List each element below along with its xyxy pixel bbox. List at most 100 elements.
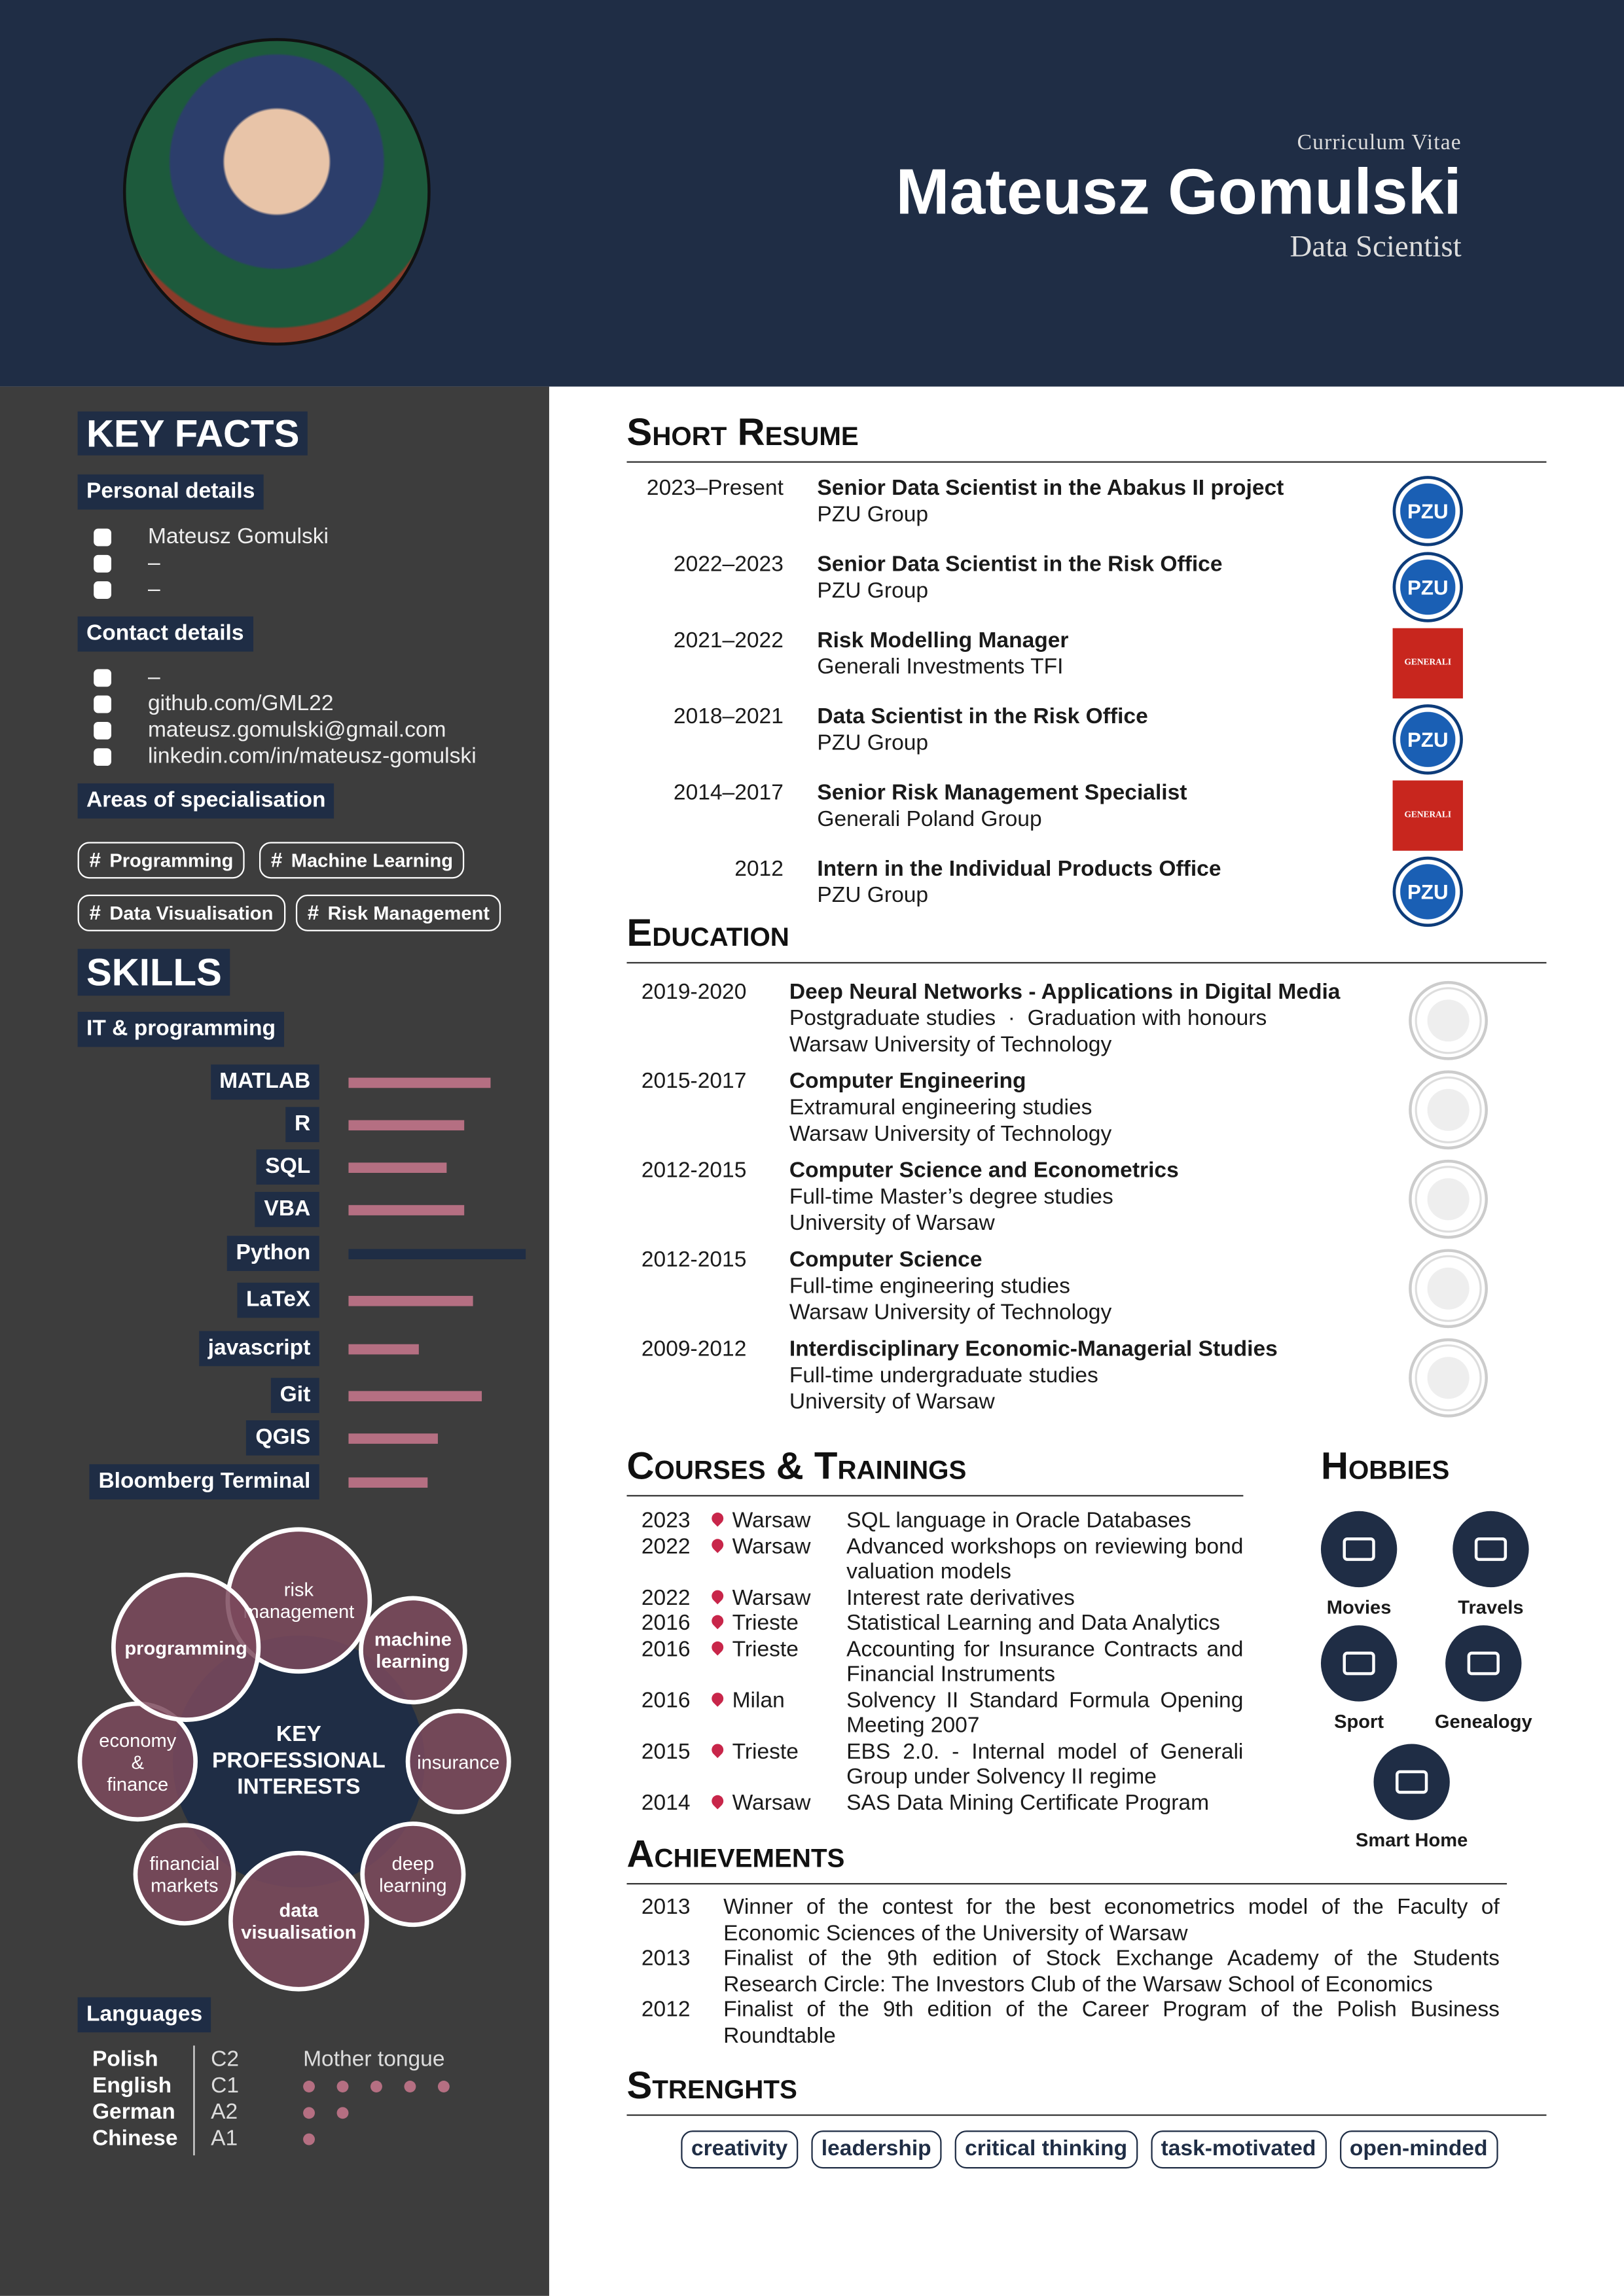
location-pin <box>709 1689 726 1706</box>
skill-name: R <box>285 1107 319 1143</box>
section-heading: Short Resume <box>626 410 859 454</box>
course-city: Trieste <box>732 1636 799 1662</box>
resume-dates: 2014–2017 <box>673 780 784 806</box>
skill-bar <box>348 1162 446 1172</box>
resume-dates: 2012 <box>734 856 784 882</box>
section-title: SKILLS <box>77 948 231 996</box>
course-row: 2016 Trieste Statistical Learning and Data… <box>641 1611 1243 1636</box>
course-row: 2016 Milan Solvency II Standard Formula Op… <box>641 1687 1243 1738</box>
skill-name: Bloomberg Terminal <box>90 1464 319 1499</box>
language-name: English <box>92 2073 172 2098</box>
university-seal <box>1409 1338 1488 1418</box>
hobby-label: Movies <box>1326 1596 1392 1619</box>
center-line: KEY <box>276 1721 321 1747</box>
icon <box>94 528 112 547</box>
area-tag: # Risk Management <box>295 894 501 931</box>
section-heading: Hobbies <box>1320 1443 1450 1488</box>
edu-years: 2019-2020 <box>641 979 747 1005</box>
bubble-line: insurance <box>417 1750 500 1773</box>
skill-label-wrap: LaTeX <box>0 1282 319 1318</box>
tag-symbol: # <box>89 900 101 924</box>
achievement-year: 2013 <box>641 1946 691 1971</box>
section-heading: Strenghts <box>626 2063 797 2108</box>
language-note: Mother tongue <box>303 2047 445 2072</box>
section-heading: Achievements <box>626 1831 845 1876</box>
bubble-line: machine <box>374 1628 452 1651</box>
course-row: 2014 Warsaw SAS Data Mining Certificate Pr… <box>641 1790 1243 1816</box>
location-pin <box>709 1612 726 1630</box>
bubble-line: markets <box>151 1874 219 1897</box>
hobby-label: Travels <box>1458 1596 1524 1619</box>
course-year: 2016 <box>641 1636 691 1662</box>
bubble-line: risk <box>283 1578 314 1601</box>
area-tag: # Machine Learning <box>259 842 465 879</box>
location-pin <box>709 1510 726 1527</box>
interest-bubble: financial markets <box>133 1823 236 1926</box>
language-name: German <box>92 2100 175 2125</box>
contact-item: mateusz.gomulski@gmail.com <box>147 717 446 743</box>
skill-name: MATLAB <box>210 1064 319 1100</box>
area-tag: # Programming <box>77 842 245 879</box>
course-city: Milan <box>732 1687 785 1713</box>
edu-title: Computer Science <box>789 1247 983 1273</box>
skill-name: SQL <box>256 1149 319 1185</box>
resume-role: Intern in the Individual Products Office <box>817 856 1221 882</box>
skill-label-wrap: javascript <box>0 1331 319 1367</box>
university-seal <box>1409 1159 1488 1239</box>
hobby-label: Smart Home <box>1355 1829 1468 1851</box>
edu-title: Computer Science and Econometrics <box>789 1158 1179 1183</box>
courses-list: 2023 Warsaw SQL language in Oracle Databas… <box>641 1508 1243 1816</box>
skill-bar <box>348 1204 464 1215</box>
bubble-line: management <box>243 1600 355 1623</box>
resume-role: Risk Modelling Manager <box>817 628 1069 653</box>
resume-company: PZU Group <box>817 578 929 603</box>
company-logo: PZU <box>1392 856 1463 927</box>
location-pin <box>709 1587 726 1604</box>
section-rule <box>626 1883 1507 1885</box>
interest-bubble: machine learning <box>359 1596 467 1705</box>
strengths-list: creativity leadership critical thinking tas… <box>681 2130 1498 2169</box>
section-rule <box>626 2114 1547 2116</box>
bubble-line: deep <box>391 1852 435 1874</box>
icon <box>94 554 112 573</box>
edu-line: University of Warsaw <box>789 1211 995 1236</box>
contact-item: linkedin.com/in/mateusz-gomulski <box>147 744 477 769</box>
section-title: KEY FACTS <box>77 411 308 456</box>
skill-label-wrap: QGIS <box>0 1420 319 1456</box>
language-dot <box>404 2081 416 2092</box>
language-dot <box>303 2081 315 2092</box>
course-text: Advanced workshops on reviewing bond val… <box>846 1534 1244 1585</box>
resume-role: Senior Data Scientist in the Risk Office <box>817 552 1223 577</box>
area-tag: # Data Visualisation <box>77 894 285 931</box>
course-row: 2016 Trieste Accounting for Insurance Cont… <box>641 1636 1243 1687</box>
achievements-list: 2013 Winner of the contest for the best e… <box>641 1895 1500 2049</box>
section-rule <box>626 961 1547 964</box>
hobby-icon <box>1445 1625 1522 1702</box>
company-logo: GENERALI <box>1392 628 1463 699</box>
skill-label-wrap: MATLAB <box>0 1064 319 1100</box>
achievement-text: Finalist of the 9th edition of the Caree… <box>723 1997 1500 2048</box>
company-logo: PZU <box>1392 476 1463 547</box>
bubble-line: financial <box>149 1852 220 1874</box>
icon <box>94 748 112 766</box>
language-level: A1 <box>211 2126 238 2151</box>
location-pin <box>709 1791 726 1809</box>
edu-line: Full-time Master’s degree studies <box>789 1184 1113 1210</box>
edu-line: Warsaw University of Technology <box>789 1300 1112 1325</box>
language-level: C1 <box>211 2073 240 2098</box>
language-dot <box>303 2107 315 2119</box>
course-city: Warsaw <box>732 1585 811 1610</box>
hobby-glyph <box>1396 1770 1428 1794</box>
course-city: Trieste <box>732 1610 799 1636</box>
course-year: 2022 <box>641 1585 691 1610</box>
hobby-icon <box>1320 1625 1398 1702</box>
subsection-title: Areas of specialisation <box>77 783 334 819</box>
skill-name: LaTeX <box>237 1282 319 1318</box>
location-pin <box>709 1740 726 1757</box>
course-text: Accounting for Insurance Contracts and F… <box>846 1636 1244 1687</box>
skill-name: VBA <box>255 1192 319 1227</box>
resume-dates: 2021–2022 <box>673 628 784 653</box>
section-rule <box>626 1495 1244 1497</box>
